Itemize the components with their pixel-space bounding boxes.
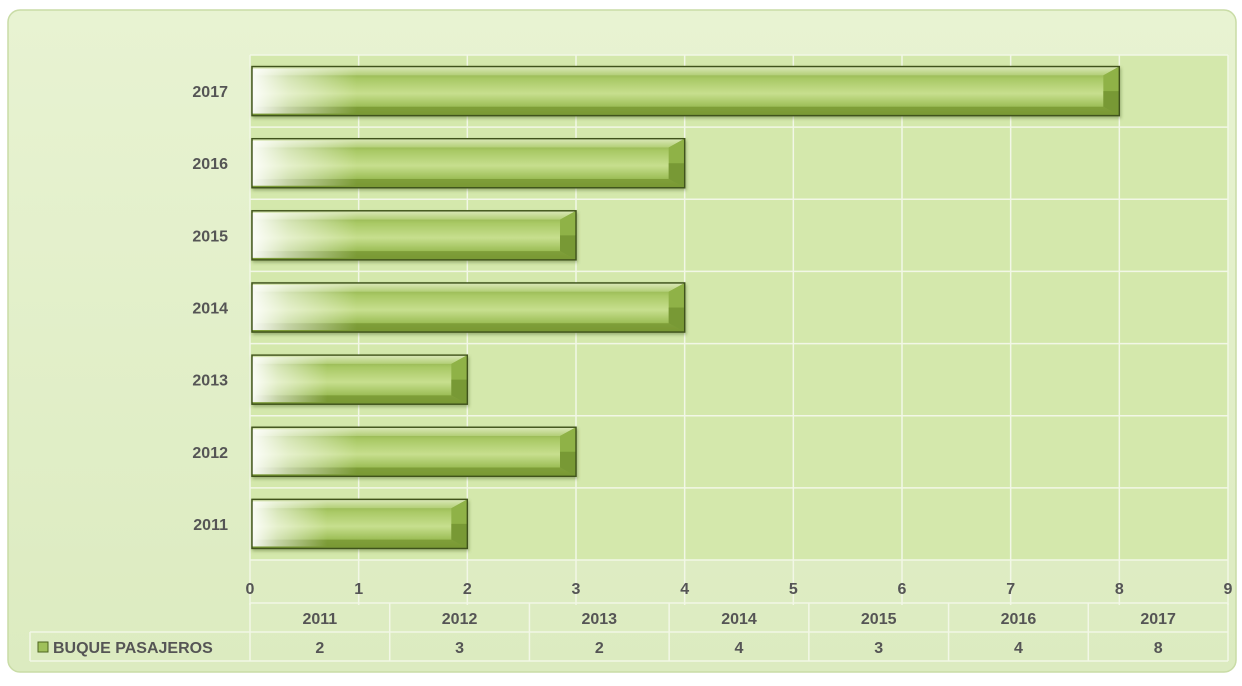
bar <box>251 210 577 261</box>
legend-series-name: BUQUE PASAJEROS <box>53 640 213 657</box>
bar-bevel-end-shade <box>560 235 576 260</box>
bar-outline <box>251 354 469 405</box>
x-tick-label: 4 <box>680 581 689 598</box>
table-header-cell: 2014 <box>721 611 757 628</box>
bar-outline <box>251 65 1121 117</box>
table-value-cell: 4 <box>1014 640 1023 657</box>
category-label: 2014 <box>192 301 228 318</box>
table-value-cell: 2 <box>595 640 604 657</box>
bar-bevel-end-shade <box>560 451 576 477</box>
x-tick-label: 2 <box>463 581 472 598</box>
bar-highlight <box>252 212 552 258</box>
bar-outline <box>251 426 577 478</box>
bar <box>251 65 1121 117</box>
bar-highlight <box>252 68 552 114</box>
bar-highlight <box>252 284 552 331</box>
category-label: 2017 <box>192 84 228 101</box>
x-tick-label: 6 <box>898 581 907 598</box>
bar-highlight <box>252 429 552 475</box>
bar-outline <box>251 137 686 189</box>
category-label: 2012 <box>192 445 228 462</box>
table-value-cell: 4 <box>735 640 744 657</box>
bar-highlight <box>252 501 468 547</box>
x-tick-label: 1 <box>354 581 363 598</box>
category-label: 2011 <box>193 517 228 534</box>
x-tick-label: 9 <box>1224 581 1233 598</box>
x-tick-label: 8 <box>1115 581 1124 598</box>
x-tick-label: 5 <box>789 581 798 598</box>
bar-highlight <box>252 357 468 403</box>
table-value-cell: 3 <box>455 640 464 657</box>
category-label: 2016 <box>192 156 228 173</box>
category-label: 2015 <box>192 228 228 245</box>
x-tick-label: 7 <box>1006 581 1015 598</box>
bar-bevel-end-shade <box>668 163 685 188</box>
bar <box>251 354 469 405</box>
table-header-cell: 2015 <box>861 611 897 628</box>
table-header-cell: 2011 <box>302 611 337 628</box>
table-header-cell: 2013 <box>581 611 617 628</box>
x-tick-label: 0 <box>246 581 255 598</box>
table-value-cell: 3 <box>874 640 883 657</box>
bar-bevel-end-shade <box>1103 91 1120 116</box>
bar-outline <box>251 282 686 333</box>
bar <box>251 426 577 478</box>
bar <box>251 137 686 189</box>
legend-key <box>37 641 49 653</box>
table-value-cell: 2 <box>315 640 324 657</box>
category-label: 2013 <box>192 373 228 390</box>
bar-highlight <box>252 140 552 186</box>
bar-bevel-end-shade <box>668 307 685 333</box>
table-header-cell: 2012 <box>442 611 478 628</box>
table-header-cell: 2017 <box>1140 611 1176 628</box>
bar <box>251 282 686 333</box>
table-value-cell: 8 <box>1154 640 1163 657</box>
bar-outline <box>251 498 469 550</box>
bar-outline <box>251 210 577 261</box>
bar <box>251 498 469 550</box>
table-header-cell: 2016 <box>1001 611 1037 628</box>
x-tick-label: 3 <box>572 581 581 598</box>
